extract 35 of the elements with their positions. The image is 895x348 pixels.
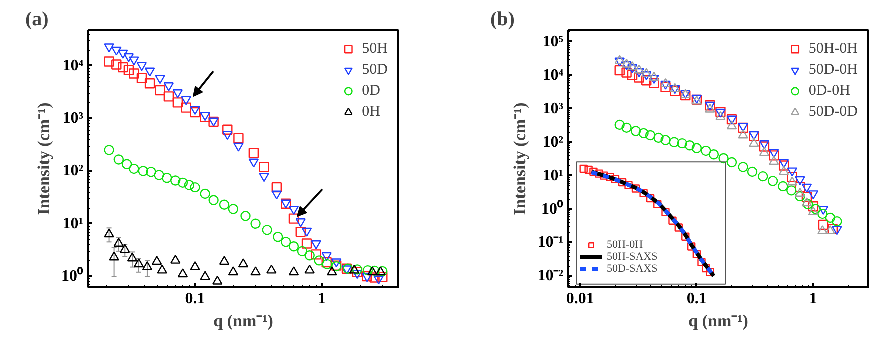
legend-label: 50H-SAXS [607,251,658,263]
y-tick-label: 10⁻¹ [538,234,564,252]
y-tick-label: 10⁵ [542,33,564,50]
y-tick-label: 10¹ [62,215,84,232]
legend-label: 0D [362,82,382,100]
legend-label: 50D-SAXS [607,263,658,275]
y-tick-label: 10² [542,134,564,151]
y-axis-title: Intensity (cm⁻¹) [34,102,54,216]
y-tick-label: 10⁻² [538,268,564,285]
x-tick-label: 0.01 [566,290,594,308]
y-tick-label: 10² [62,162,84,180]
y-tick-label: 10³ [542,100,564,118]
x-axis-title: q (nm⁻¹) [214,312,274,330]
x-tick-label: 1 [318,290,326,308]
legend-label: 0D-0H [808,82,850,100]
legend-label: 50D-0H [808,61,858,79]
y-tick-label: 10⁴ [542,66,564,84]
legend-label: 0H [362,103,382,121]
y-tick-label: 10⁴ [62,57,84,74]
chart-title: (b) [490,8,515,30]
legend-label: 50H-0H [607,239,644,251]
legend-label: 50D [362,61,388,79]
y-tick-label: 10³ [62,110,84,128]
x-axis-title: q (nm⁻¹) [688,312,748,330]
x-tick-label: 0.1 [185,290,206,308]
legend-label: 50H-0H [808,40,858,58]
x-tick-label: 0.1 [686,290,707,308]
y-axis-title: Intensity (cm⁻¹) [510,102,530,216]
y-tick-label: 10⁰ [542,200,564,218]
x-tick-label: 1 [809,290,818,308]
chart-title: (a) [26,8,49,30]
legend-label: 50H [362,40,388,58]
y-tick-label: 10¹ [542,167,564,184]
y-tick-label: 10⁰ [62,267,84,286]
legend-label: 50D-0D [808,103,858,121]
